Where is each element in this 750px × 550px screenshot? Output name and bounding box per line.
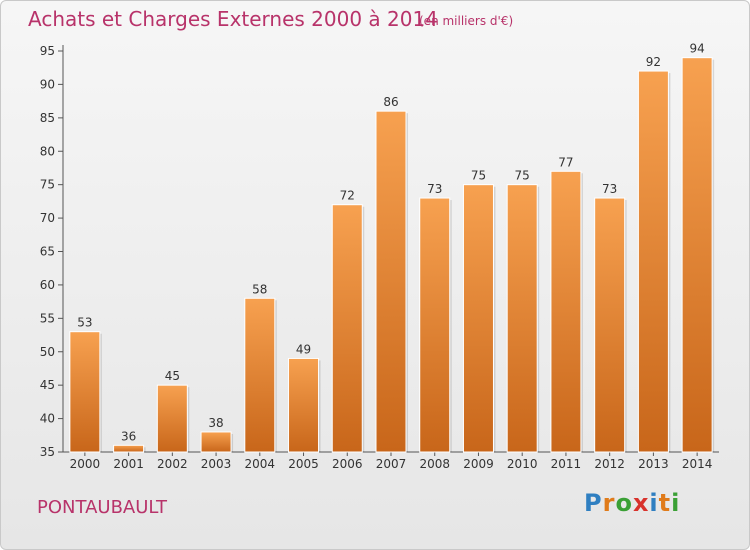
commune-name: PONTAUBAULT (37, 497, 167, 518)
bars (69, 57, 715, 453)
x-tick-label: 2003 (201, 457, 232, 471)
value-label: 53 (77, 316, 92, 330)
value-labels: 53 36 45 38 58 49 72 86 73 75 75 77 73 92 94 (77, 42, 705, 444)
value-label: 94 (689, 42, 704, 56)
chart-subtitle: (en milliers d'€) (419, 14, 514, 28)
y-tick-label: 55 (40, 311, 55, 325)
x-tick-label: 2002 (157, 457, 188, 471)
x-tick-label: 2005 (288, 457, 319, 471)
y-tick-label: 85 (40, 111, 55, 125)
x-tick-label: 2013 (638, 457, 669, 471)
x-tick-label: 2006 (332, 457, 363, 471)
y-tick-label: 70 (40, 211, 55, 225)
bar-2013 (637, 70, 669, 453)
bar-2003 (200, 431, 232, 453)
y-tick-label: 40 (40, 412, 55, 426)
value-label: 75 (515, 169, 530, 183)
y-tick-label: 50 (40, 345, 55, 359)
value-label: 73 (427, 182, 442, 196)
logo-letter: P (584, 489, 603, 517)
bar-2010 (506, 184, 538, 453)
bar-2000 (69, 331, 101, 453)
logo-letter: i (649, 489, 659, 517)
y-tick-label: 60 (40, 278, 55, 292)
value-label: 36 (121, 429, 136, 443)
value-label: 73 (602, 182, 617, 196)
bar-2004 (244, 297, 276, 453)
x-tick-label: 2009 (463, 457, 494, 471)
bar-2008 (419, 197, 451, 453)
logo-letter: t (658, 489, 672, 517)
logo-letter: r (602, 489, 616, 517)
x-tick-label: 2011 (551, 457, 582, 471)
y-tick-label: 90 (40, 77, 55, 91)
x-tick-label: 2000 (70, 457, 101, 471)
value-label: 86 (383, 95, 398, 109)
bar-2011 (550, 170, 582, 453)
bar-2002 (156, 384, 188, 453)
value-label: 77 (558, 155, 573, 169)
x-tick-label: 2007 (376, 457, 407, 471)
x-tick-label: 2008 (419, 457, 450, 471)
axes: 35 40 45 50 55 60 65 70 75 80 85 90 95 2000 2001 2002 20… (40, 44, 719, 471)
y-tick-label: 80 (40, 144, 55, 158)
bar-2014 (681, 57, 713, 453)
y-tick-label: 35 (40, 445, 55, 459)
chart-title: Achats et Charges Externes 2000 à 2014 (28, 7, 438, 31)
y-tick-label: 65 (40, 245, 55, 259)
y-tick-label: 95 (40, 44, 55, 58)
y-tick-label: 75 (40, 178, 55, 192)
bar-2012 (594, 197, 626, 453)
value-label: 58 (252, 282, 267, 296)
proxiti-logo[interactable]: Proxiti (584, 489, 680, 517)
x-tick-label: 2004 (245, 457, 276, 471)
value-label: 45 (165, 369, 180, 383)
logo-letter: x (632, 489, 650, 517)
x-tick-label: 2014 (682, 457, 713, 471)
value-label: 49 (296, 342, 311, 356)
x-tick-label: 2012 (594, 457, 625, 471)
x-tick-label: 2010 (507, 457, 538, 471)
bar-2001 (113, 444, 145, 453)
value-label: 72 (340, 189, 355, 203)
y-tick-label: 45 (40, 378, 55, 392)
bar-2005 (288, 357, 320, 453)
value-label: 92 (646, 55, 661, 69)
bar-2006 (331, 204, 363, 453)
bar-2007 (375, 110, 407, 453)
bar-2009 (462, 184, 494, 453)
logo-letter: o (615, 489, 633, 517)
x-tick-label: 2001 (113, 457, 144, 471)
value-label: 38 (208, 416, 223, 430)
value-label: 75 (471, 169, 486, 183)
logo-letter: i (671, 489, 681, 517)
